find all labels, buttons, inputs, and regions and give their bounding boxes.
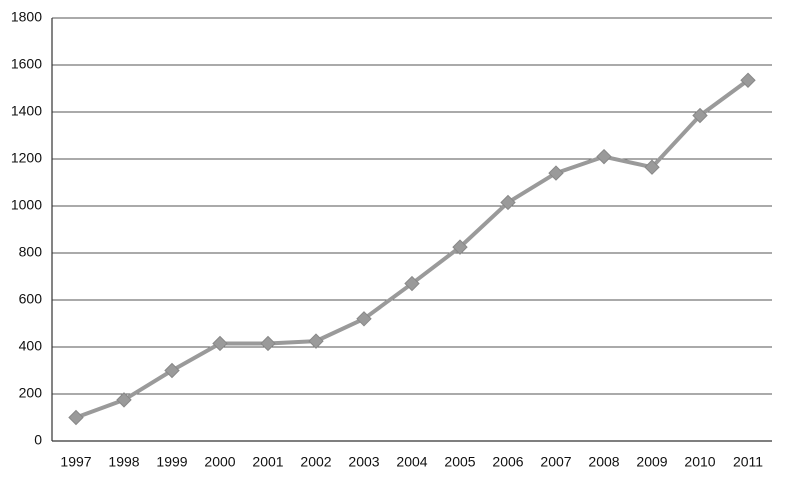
data-marker <box>212 335 228 352</box>
x-tick-label: 2001 <box>252 454 283 470</box>
data-marker <box>260 335 276 352</box>
data-marker <box>404 275 420 292</box>
data-marker <box>548 165 564 181</box>
x-tick-label: 2010 <box>684 454 715 470</box>
data-marker <box>692 107 708 124</box>
y-tick-label: 1200 <box>11 150 42 166</box>
data-marker <box>356 311 372 327</box>
x-tick-label: 2004 <box>396 454 427 470</box>
data-marker <box>164 362 180 379</box>
y-tick-label: 1800 <box>11 9 42 25</box>
x-tick-label: 2009 <box>636 454 667 470</box>
y-tick-label: 1400 <box>11 103 42 119</box>
y-tick-label: 800 <box>19 244 43 260</box>
x-tick-label: 2005 <box>444 454 475 470</box>
y-tick-label: 600 <box>19 291 43 307</box>
y-tick-label: 1000 <box>11 197 42 213</box>
x-tick-label: 2011 <box>733 454 763 470</box>
data-marker <box>644 159 660 175</box>
data-marker <box>500 194 516 211</box>
x-tick-label: 2007 <box>540 454 571 470</box>
x-tick-label: 2000 <box>204 454 235 470</box>
data-marker <box>308 333 324 349</box>
x-tick-label: 2006 <box>492 454 523 470</box>
x-tick-label: 2008 <box>588 454 619 470</box>
x-tick-label: 2002 <box>300 454 331 470</box>
data-marker <box>740 72 756 88</box>
x-tick-label: 1997 <box>60 454 91 470</box>
data-marker <box>116 392 132 408</box>
x-tick-label: 2003 <box>348 454 379 470</box>
y-tick-label: 0 <box>34 432 42 448</box>
x-tick-label: 1998 <box>108 454 139 470</box>
y-tick-label: 200 <box>19 385 43 401</box>
y-tick-label: 1600 <box>11 56 42 72</box>
data-marker <box>452 239 468 255</box>
data-marker <box>68 409 84 426</box>
data-marker <box>596 148 612 165</box>
data-line <box>75 78 750 420</box>
y-tick-label: 400 <box>19 338 43 354</box>
x-tick-label: 1999 <box>156 454 187 470</box>
